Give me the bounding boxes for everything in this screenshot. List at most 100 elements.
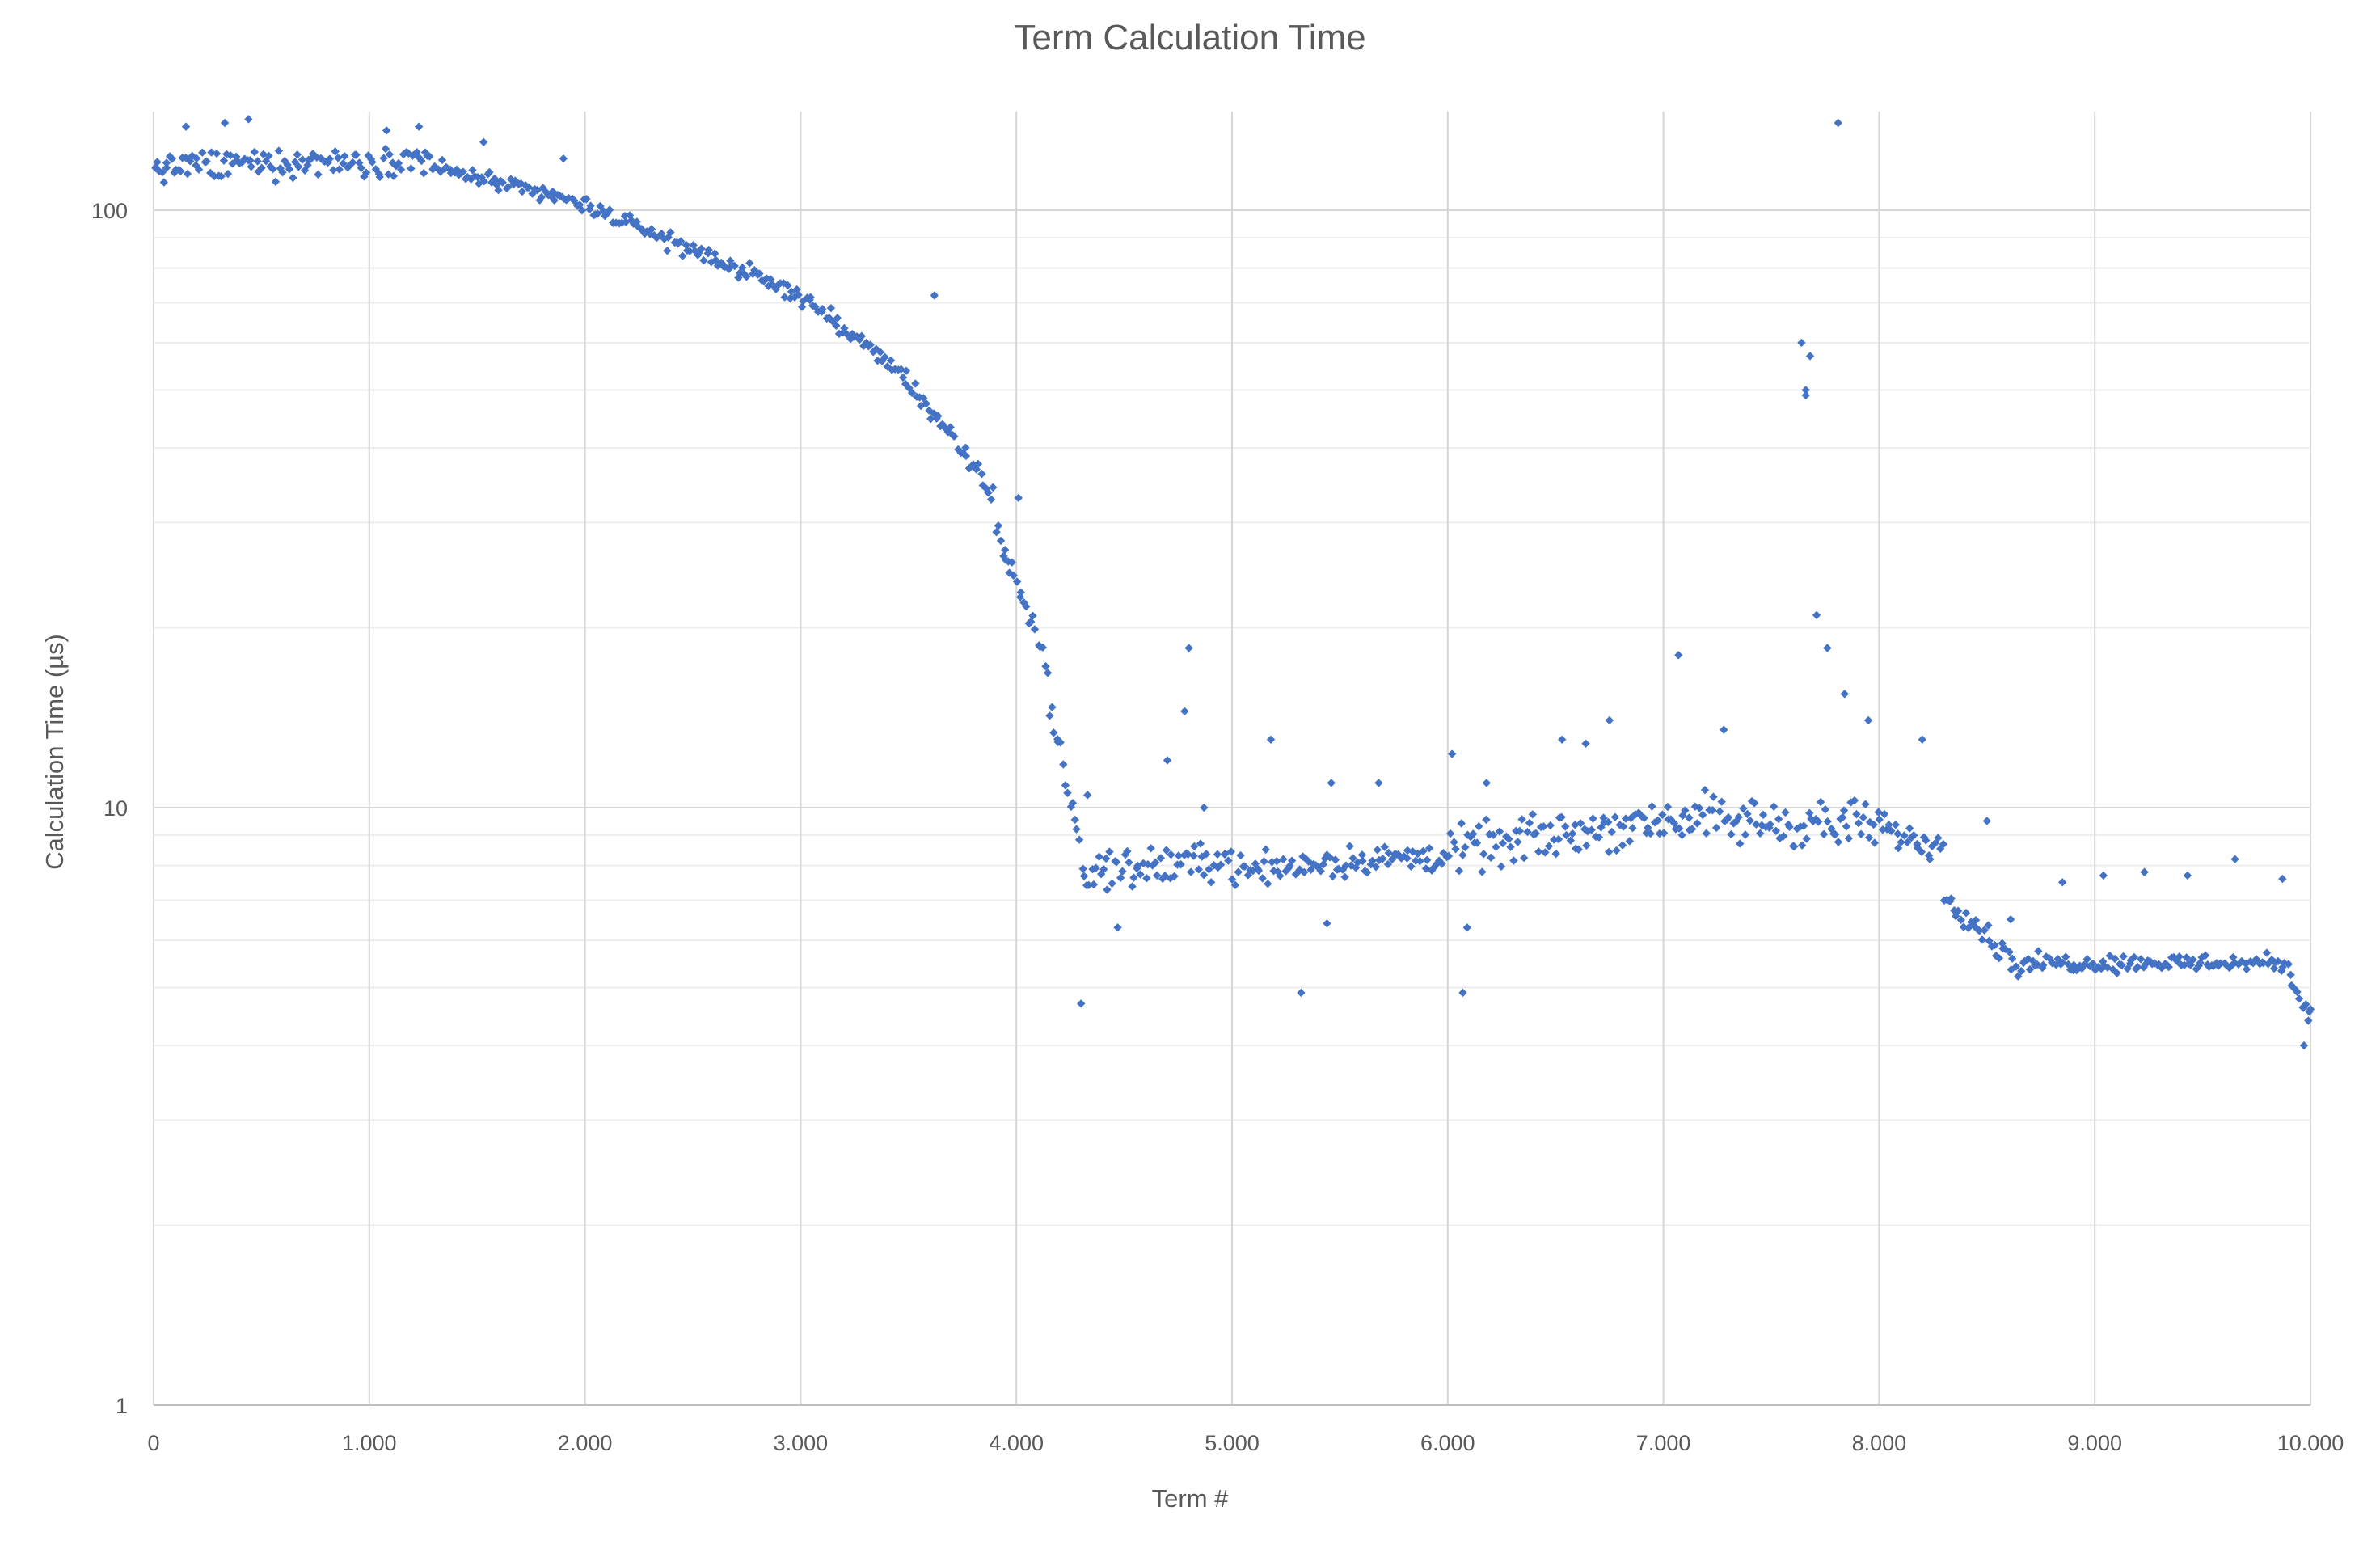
- x-tick-label: 6.000: [1420, 1431, 1475, 1455]
- data-point: [2242, 964, 2251, 974]
- data-point: [652, 234, 661, 243]
- data-point: [2150, 959, 2159, 968]
- data-point: [825, 314, 833, 323]
- data-point: [1891, 820, 1901, 829]
- data-point: [1266, 735, 1276, 744]
- data-point: [1213, 850, 1222, 859]
- data-point: [745, 259, 754, 268]
- data-point: [1669, 819, 1679, 828]
- data-point: [1576, 819, 1585, 828]
- data-point: [2094, 962, 2103, 972]
- data-point: [1953, 906, 1963, 915]
- data-point: [1078, 864, 1087, 873]
- data-point: [840, 323, 849, 333]
- data-point: [170, 168, 179, 177]
- data-point: [253, 157, 262, 166]
- data-point: [1539, 822, 1548, 831]
- data-point: [1869, 820, 1878, 829]
- data-point: [2096, 964, 2106, 973]
- data-point: [1642, 829, 1651, 838]
- data-point: [999, 551, 1008, 561]
- data-point: [968, 460, 978, 469]
- data-point: [1785, 822, 1794, 831]
- data-point: [735, 268, 745, 278]
- y-axis-label: Calculation Time (µs): [40, 634, 69, 870]
- data-point: [379, 154, 388, 162]
- data-point: [352, 150, 361, 159]
- data-point: [1084, 880, 1093, 890]
- data-point: [1102, 854, 1111, 863]
- data-point: [348, 158, 357, 167]
- data-point: [1534, 847, 1543, 856]
- data-point: [1015, 593, 1025, 601]
- data-point: [1088, 865, 1097, 874]
- data-point: [1897, 838, 1905, 846]
- data-point: [977, 469, 986, 479]
- data-point: [371, 165, 381, 174]
- data-point: [586, 201, 595, 210]
- chart-title: Term Calculation Time: [1014, 18, 1366, 57]
- data-point: [886, 356, 896, 365]
- data-point: [1610, 812, 1620, 821]
- x-tick-label: 1.000: [342, 1431, 397, 1455]
- data-point: [704, 245, 713, 255]
- data-point: [425, 152, 434, 161]
- data-point: [1014, 493, 1023, 503]
- data-point: [1544, 842, 1554, 850]
- data-point: [1893, 829, 1902, 838]
- data-point: [1496, 862, 1506, 872]
- data-point: [901, 366, 911, 375]
- data-point: [1604, 847, 1614, 856]
- data-point: [620, 212, 630, 221]
- data-point: [1880, 809, 1889, 819]
- data-point: [468, 166, 477, 175]
- data-point: [1698, 810, 1707, 820]
- data-point: [268, 164, 277, 174]
- data-point: [730, 261, 739, 271]
- data-point: [335, 165, 344, 174]
- data-point: [1736, 839, 1745, 848]
- data-point: [2264, 960, 2272, 969]
- data-point: [1128, 882, 1137, 891]
- data-point: [792, 285, 801, 294]
- data-point: [911, 379, 920, 388]
- data-point: [202, 157, 211, 166]
- data-point: [274, 146, 284, 155]
- data-point: [167, 154, 177, 163]
- x-tick-label: 10.000: [2277, 1431, 2344, 1455]
- data-point: [1554, 834, 1563, 844]
- data-point: [2091, 965, 2100, 974]
- data-point: [1461, 842, 1470, 852]
- data-point: [1621, 814, 1631, 823]
- data-point: [1546, 821, 1555, 830]
- data-point: [2133, 962, 2142, 972]
- data-point: [1956, 915, 1966, 925]
- data-point: [162, 163, 171, 172]
- data-point: [734, 273, 743, 282]
- data-point: [1562, 830, 1571, 840]
- data-point: [1374, 779, 1383, 787]
- x-tick-label: 7.000: [1636, 1431, 1691, 1455]
- data-point: [1774, 814, 1783, 824]
- data-point: [194, 165, 204, 174]
- data-point: [1373, 846, 1382, 855]
- data-point: [1148, 861, 1157, 870]
- data-point: [1959, 922, 1969, 931]
- data-point: [396, 165, 406, 174]
- data-point: [1658, 810, 1667, 819]
- data-point: [181, 122, 191, 131]
- data-point: [2039, 960, 2048, 969]
- data-point: [2099, 871, 2108, 880]
- data-point: [2140, 867, 2149, 876]
- data-point: [1331, 855, 1340, 864]
- data-point: [1049, 728, 1058, 737]
- data-point: [1205, 865, 1213, 874]
- data-point: [2229, 952, 2238, 962]
- data-point: [905, 383, 914, 393]
- data-point: [1163, 756, 1172, 765]
- data-point: [1502, 832, 1511, 841]
- data-point: [738, 263, 747, 272]
- data-point: [1327, 779, 1336, 787]
- data-point: [1129, 873, 1138, 882]
